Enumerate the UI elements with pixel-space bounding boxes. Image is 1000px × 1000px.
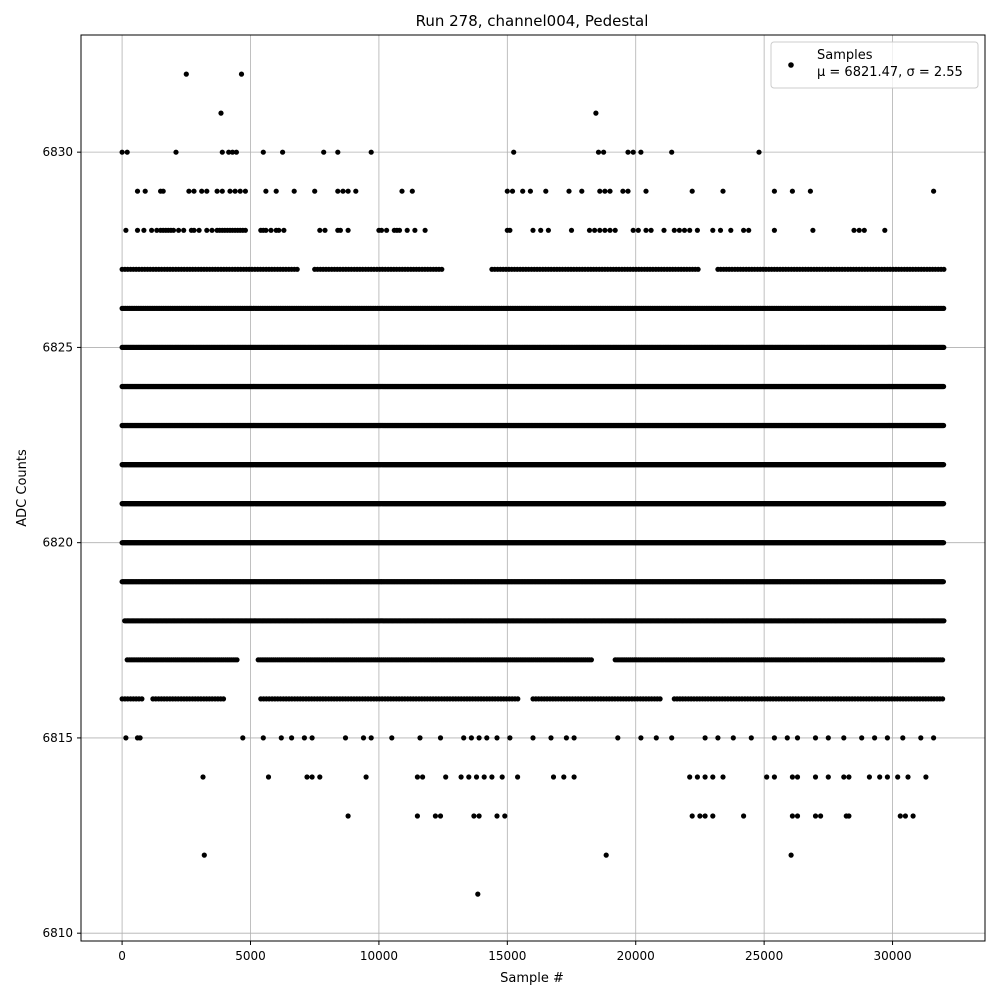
data-point [941, 422, 947, 429]
data-point [941, 344, 947, 350]
data-point [941, 383, 947, 390]
data-point [294, 266, 300, 272]
data-point [941, 266, 947, 272]
data-point [439, 266, 445, 272]
data-point [695, 266, 701, 272]
data-points [119, 71, 947, 897]
data-point [941, 305, 947, 311]
